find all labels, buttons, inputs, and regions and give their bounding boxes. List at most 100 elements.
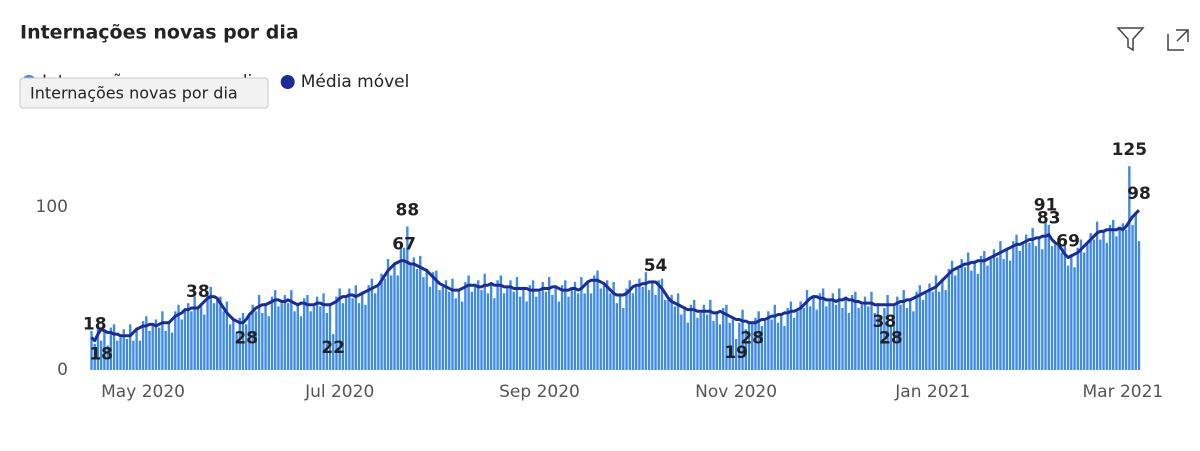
data-label: 18 bbox=[89, 345, 113, 365]
bar bbox=[112, 324, 116, 370]
data-label: 69 bbox=[1056, 231, 1080, 251]
bar bbox=[348, 288, 351, 370]
bar bbox=[531, 280, 535, 370]
bar bbox=[435, 270, 438, 370]
bar bbox=[128, 324, 132, 370]
bar bbox=[760, 325, 764, 370]
bar bbox=[1121, 223, 1125, 370]
bar bbox=[763, 321, 767, 370]
bar bbox=[393, 262, 396, 370]
bar bbox=[103, 329, 106, 370]
bar bbox=[605, 280, 609, 370]
bar bbox=[406, 226, 409, 370]
bar bbox=[441, 286, 445, 370]
bar bbox=[667, 299, 670, 370]
bar bbox=[867, 306, 870, 370]
bar bbox=[409, 265, 412, 370]
filter-icon[interactable] bbox=[1116, 27, 1145, 52]
bar bbox=[274, 290, 277, 370]
bar bbox=[1031, 228, 1034, 370]
bar bbox=[925, 293, 928, 370]
bar bbox=[522, 286, 525, 370]
bar bbox=[1044, 221, 1047, 370]
bar bbox=[612, 281, 615, 370]
bar bbox=[235, 334, 238, 370]
tooltip: Internações novas por dia bbox=[19, 77, 269, 109]
data-label: 91 bbox=[1034, 196, 1058, 216]
bar bbox=[912, 311, 915, 370]
bar bbox=[1108, 224, 1112, 370]
bar bbox=[618, 293, 622, 370]
bar bbox=[141, 321, 145, 370]
bar bbox=[1115, 236, 1118, 370]
bar bbox=[222, 311, 225, 370]
bar bbox=[1086, 244, 1089, 370]
bar bbox=[216, 299, 219, 370]
bar bbox=[1034, 246, 1038, 370]
bar bbox=[351, 298, 354, 370]
bar bbox=[854, 291, 857, 370]
bar bbox=[422, 277, 425, 370]
bar bbox=[361, 291, 364, 370]
bar bbox=[151, 325, 154, 370]
bar bbox=[947, 268, 951, 370]
bar bbox=[883, 308, 886, 370]
bar bbox=[386, 259, 390, 370]
bar bbox=[338, 288, 341, 370]
bar bbox=[148, 330, 151, 370]
bar bbox=[860, 304, 864, 370]
bar bbox=[547, 277, 551, 370]
bar bbox=[286, 303, 290, 370]
bar bbox=[335, 296, 338, 370]
bar bbox=[470, 291, 474, 370]
data-label: 98 bbox=[1127, 184, 1151, 204]
bar bbox=[673, 306, 677, 370]
bar bbox=[683, 306, 686, 370]
bar bbox=[879, 317, 883, 370]
bar bbox=[689, 304, 693, 370]
bar bbox=[299, 316, 303, 370]
bar bbox=[431, 272, 435, 370]
bar bbox=[722, 308, 725, 370]
focus-icon[interactable] bbox=[1167, 29, 1189, 51]
bar bbox=[757, 311, 760, 370]
bar bbox=[870, 291, 873, 370]
bar bbox=[312, 306, 316, 370]
bar bbox=[567, 296, 570, 370]
bar bbox=[628, 280, 631, 370]
chart-title: Internações novas por dia bbox=[20, 22, 299, 44]
bar bbox=[303, 298, 306, 370]
bar bbox=[290, 290, 293, 370]
bar bbox=[1041, 249, 1044, 370]
bar bbox=[805, 290, 809, 370]
bar bbox=[1076, 247, 1079, 370]
bar bbox=[986, 265, 989, 370]
data-label: 19 bbox=[724, 343, 748, 363]
bar bbox=[992, 249, 996, 370]
bar bbox=[564, 280, 567, 370]
bar bbox=[970, 270, 973, 370]
bar bbox=[589, 293, 593, 370]
bar bbox=[125, 339, 129, 370]
bar bbox=[96, 322, 100, 370]
bar bbox=[480, 290, 483, 370]
bar bbox=[489, 281, 493, 370]
bar bbox=[238, 317, 241, 370]
bar bbox=[1105, 242, 1108, 370]
bar bbox=[1131, 224, 1134, 370]
bar bbox=[896, 296, 899, 370]
bar bbox=[415, 268, 419, 370]
bar bbox=[670, 294, 673, 370]
bar bbox=[509, 280, 512, 370]
bar bbox=[622, 308, 625, 370]
bar bbox=[293, 311, 296, 370]
bar bbox=[976, 273, 980, 370]
bar bbox=[799, 301, 802, 370]
bar bbox=[802, 308, 805, 370]
bar bbox=[1050, 246, 1054, 370]
bar bbox=[209, 286, 212, 370]
bar bbox=[876, 303, 880, 370]
bar bbox=[245, 324, 248, 370]
bar bbox=[651, 280, 654, 370]
